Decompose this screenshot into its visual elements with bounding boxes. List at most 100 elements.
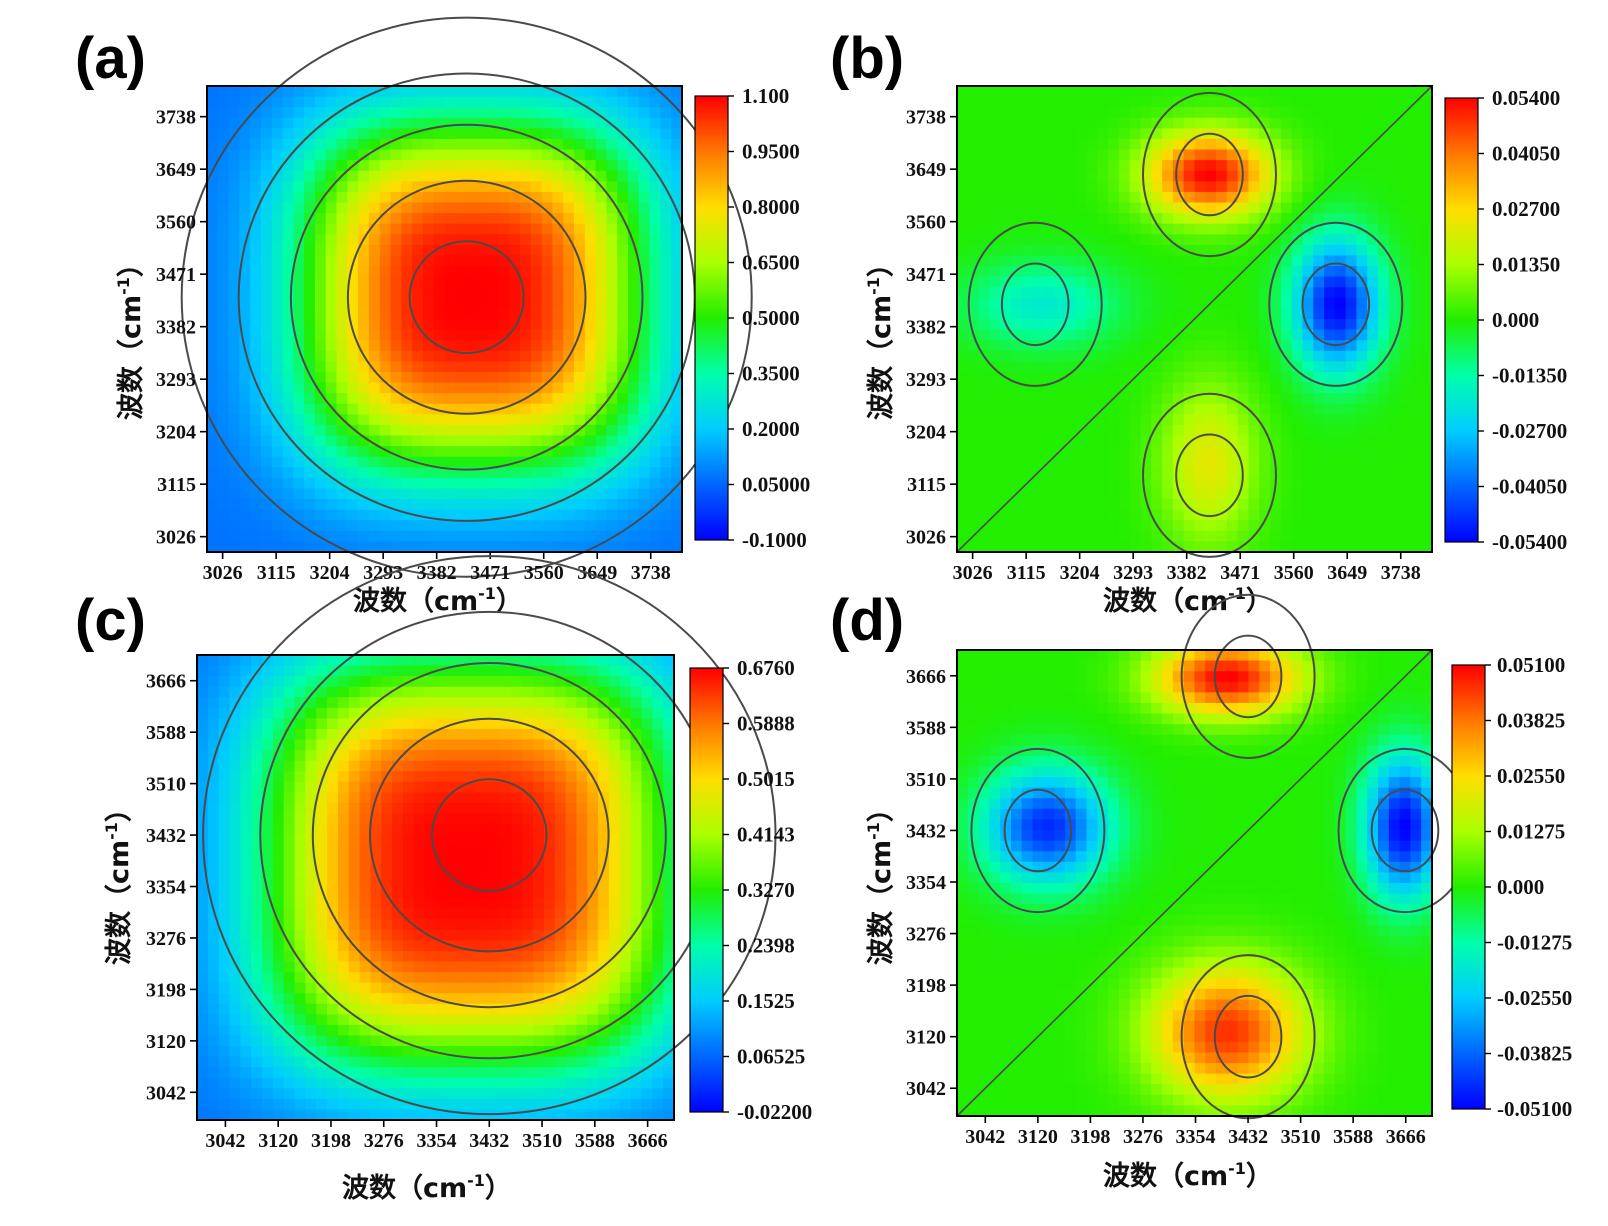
heatmap-cell [671,488,683,500]
heatmap-cell [1075,191,1088,204]
heatmap-cell [487,361,500,373]
heatmap-cell [638,266,651,278]
heatmap-cell [1399,138,1412,151]
heatmap-cell [304,96,316,108]
heatmap-cell [466,488,478,500]
heatmap-cell [272,676,285,688]
heatmap-cell [978,128,990,140]
heatmap-cell [294,908,307,920]
heatmap-cell [1334,499,1347,511]
heatmap-cell [1162,287,1174,299]
heatmap-cell [1054,350,1066,362]
heatmap-cell [325,86,338,98]
heatmap-cell [1032,223,1044,235]
heatmap-cell [563,308,575,320]
heatmap-cell [207,792,220,804]
heatmap-cell [1367,255,1379,267]
heatmap-cell [1162,234,1174,246]
heatmap-cell [1097,435,1109,447]
heatmap-cell [370,876,382,889]
heatmap-cell [1356,424,1368,437]
heatmap-cell [240,792,252,804]
contour-line [1175,433,1244,518]
heatmap-cell [392,866,404,878]
heatmap-cell [435,718,447,730]
heatmap-cell [1129,191,1142,204]
heatmap-cell [1356,308,1368,320]
heatmap-cell [305,1056,317,1068]
heatmap-cell [1248,435,1260,447]
heatmap-cell [325,160,338,172]
heatmap-cell [509,96,521,108]
heatmap-cell [1345,191,1358,204]
heatmap-cell [563,181,575,193]
heatmap-cell [413,1003,426,1015]
heatmap-cell [1324,414,1336,426]
heatmap-cell [1162,530,1174,543]
heatmap-cell [1043,213,1055,225]
heatmap-cell [957,138,969,151]
heatmap-cell [293,329,305,341]
heatmap-cell [1183,234,1196,246]
heatmap-cell [1313,499,1325,511]
heatmap-cell [390,138,402,151]
heatmap-cell [487,244,500,257]
heatmap-cell [218,824,231,836]
heatmap-cell [327,697,339,709]
heatmap-cell [381,1024,393,1037]
heatmap-cell [1216,191,1228,204]
heatmap-cell [1226,160,1239,172]
heatmap-cell [1410,213,1422,225]
heatmap-cell [617,266,629,278]
heatmap-cell [1162,456,1174,468]
y-tick-label: 3738 [156,107,196,129]
heatmap-cell [1205,308,1217,320]
heatmap-cell [435,686,447,698]
heatmap-cell [1043,319,1055,331]
heatmap-cell [1129,308,1142,320]
heatmap-cell [1291,223,1304,235]
heatmap-cell [1075,297,1088,310]
heatmap-cell [260,107,273,119]
heatmap-cell [422,393,435,405]
heatmap-cell [314,435,327,447]
heatmap-cell [1291,96,1304,108]
heatmap-cell [520,467,532,479]
heatmap-cell [1345,371,1358,384]
heatmap-cell [1302,297,1314,310]
heatmap-cell [217,520,230,532]
heatmap-cell [989,329,1001,341]
heatmap-cell [530,117,543,129]
heatmap-cell [359,1077,372,1089]
heatmap-cell [262,739,274,751]
heatmap-cell [1237,202,1250,214]
heatmap-cell [574,86,586,98]
heatmap-cell [413,750,426,762]
heatmap-cell [1054,276,1066,288]
heatmap-cell [316,866,328,878]
heatmap-cell [1237,477,1250,490]
heatmap-cell [412,541,424,553]
heatmap-cell [957,213,969,225]
heatmap-cell [305,972,317,984]
heatmap-cell [207,929,220,941]
heatmap-cell [1356,117,1368,129]
heatmap-cell [1032,107,1044,119]
heatmap-cell [989,96,1001,108]
heatmap-cell [1075,414,1088,426]
heatmap-cell [1280,96,1293,108]
heatmap-cell [1000,160,1012,172]
heatmap-cell [422,446,435,458]
heatmap-cell [1367,149,1379,161]
heatmap-cell [1194,382,1206,394]
heatmap-cell [370,686,382,698]
heatmap-cell [250,403,262,415]
heatmap-cell [271,287,284,299]
heatmap-cell [1410,170,1422,182]
heatmap-cell [422,266,435,278]
heatmap-cell [1421,541,1433,553]
heatmap-cell [957,393,969,405]
heatmap-cell [1291,509,1304,521]
heatmap-cell [293,128,305,140]
heatmap-cell [455,435,467,447]
